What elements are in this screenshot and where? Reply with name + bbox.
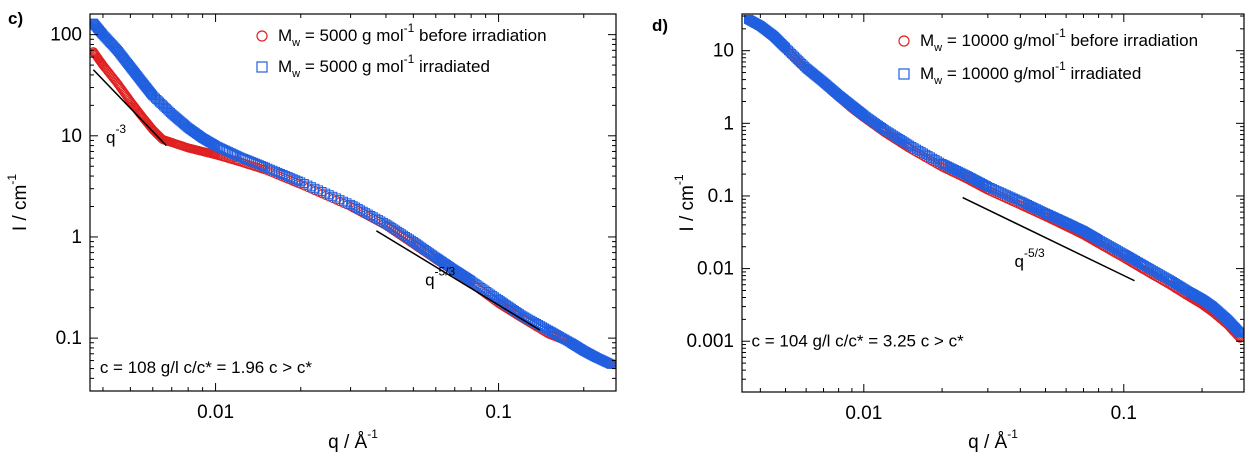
series-2	[744, 14, 1244, 338]
chart-panel-c: c) q-3 q-5/3 0.01 0.1 0.1 1 10 100 q / Å-1 I / cm-…	[5, 9, 617, 453]
data-point	[1004, 191, 1014, 201]
tick-marks	[90, 14, 616, 392]
power-law-label: q-5/3	[1015, 246, 1045, 271]
y-tick-label: 100	[50, 25, 82, 46]
data-point	[1234, 327, 1244, 337]
data-point	[999, 189, 1009, 199]
concentration-annotation: c = 108 g/l c/c* = 1.96 c > c*	[100, 358, 313, 377]
concentration-annotation: c = 104 g/l c/c* = 3.25 c > c*	[752, 331, 965, 350]
series-2	[90, 18, 616, 369]
data-point	[1006, 192, 1016, 202]
legend-entry: Mw = 5000 g mol-1 before irradiation	[278, 21, 547, 49]
data-point	[465, 275, 475, 285]
y-axis-label: I / cm-1	[672, 174, 698, 231]
x-tick-label: 0.1	[485, 402, 511, 423]
panel-label: c)	[8, 9, 23, 28]
data-point	[779, 41, 789, 51]
power-law-label: q-5/3	[425, 265, 455, 290]
data-point	[990, 185, 1000, 195]
y-tick-label: 0.001	[686, 331, 734, 352]
power-law-guide-line	[92, 69, 167, 147]
power-law-guide-line	[375, 230, 541, 331]
x-tick-label: 0.01	[845, 403, 882, 424]
x-axis-label: q / Å-1	[968, 427, 1018, 453]
legend-marker	[898, 68, 910, 80]
legend-entry: Mw = 10000 g/mol-1 irradiated	[920, 59, 1141, 87]
data-point	[97, 58, 107, 68]
legend-entry: Mw = 10000 g/mol-1 before irradiation	[920, 26, 1198, 54]
data-point	[1233, 326, 1243, 336]
legend-entry: Mw = 5000 g mol-1 irradiated	[278, 52, 490, 80]
x-tick-label: 0.1	[1111, 403, 1137, 424]
data-point	[992, 186, 1002, 196]
data-layer	[90, 18, 616, 369]
legend-marker	[256, 30, 268, 42]
legend-marker	[256, 61, 268, 73]
power-law-label: q-3	[106, 122, 126, 147]
data-point	[1232, 325, 1242, 335]
legend-marker	[898, 35, 910, 47]
y-axis-label: I / cm-1	[5, 174, 31, 231]
panel-label: d)	[652, 16, 668, 35]
data-point	[230, 150, 240, 160]
data-point	[228, 149, 238, 159]
y-tick-label: 10	[713, 41, 734, 62]
data-point	[291, 175, 301, 185]
data-point	[983, 182, 993, 191]
data-point	[997, 188, 1007, 198]
data-point	[606, 359, 616, 369]
data-point	[1008, 193, 1018, 203]
tick-marks	[742, 14, 1244, 393]
data-point	[777, 39, 787, 49]
power-law-guide-line	[962, 196, 1135, 282]
data-point	[994, 187, 1004, 197]
data-point	[985, 183, 995, 192]
chart-panel-d: d) q-5/3 0.01 0.1 0.001 0.01 0.1 1 10 q / Å-1 I / …	[652, 13, 1245, 453]
y-tick-label: 1	[723, 113, 734, 134]
data-point	[605, 359, 615, 369]
y-tick-label: 0.1	[708, 186, 734, 207]
data-point	[988, 184, 997, 194]
y-tick-label: 10	[61, 126, 82, 147]
data-point	[1001, 190, 1011, 200]
data-point	[1235, 328, 1244, 338]
y-tick-label: 0.1	[56, 328, 82, 349]
y-tick-label: 1	[71, 227, 82, 248]
data-point	[293, 176, 303, 186]
x-tick-label: 0.01	[197, 402, 234, 423]
x-axis-label: q / Å-1	[328, 427, 378, 453]
y-tick-label: 0.01	[697, 259, 734, 280]
plot-frame	[89, 13, 617, 392]
data-layer	[744, 14, 1244, 343]
